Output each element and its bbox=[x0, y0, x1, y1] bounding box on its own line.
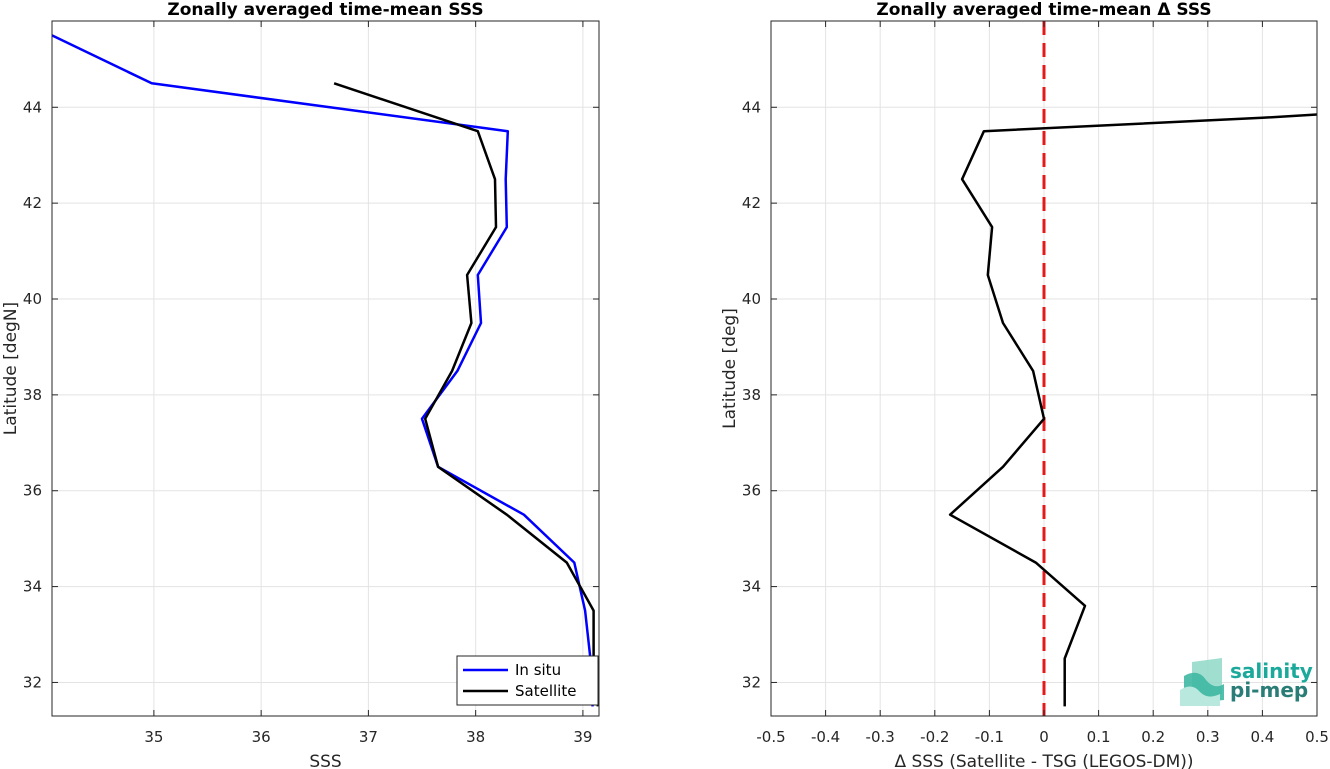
y-tick-label: 36 bbox=[23, 482, 42, 500]
axes-box bbox=[51, 20, 600, 717]
y-tick-label: 38 bbox=[742, 386, 761, 404]
series-satellite-line bbox=[333, 82, 599, 707]
y-tick-label: 38 bbox=[23, 386, 42, 404]
y-tick-label: 34 bbox=[742, 578, 761, 596]
y-tick-label: 34 bbox=[23, 578, 42, 596]
y-tick-label: 42 bbox=[23, 194, 42, 212]
x-tick-label: 38 bbox=[466, 728, 485, 746]
legend: In situ Satellite bbox=[456, 655, 599, 706]
x-tick-label: 0.1 bbox=[1087, 728, 1111, 746]
logo-text-pi-mep: pi-mep bbox=[1230, 678, 1308, 702]
x-tick-label: -0.4 bbox=[811, 728, 840, 746]
chart-title: Zonally averaged time-mean Δ SSS bbox=[876, 0, 1211, 20]
y-tick-label: 40 bbox=[742, 290, 761, 308]
panel-delta-sss: -0.5 -0.4 -0.3 -0.2 -0.1 0 0.1 0.2 0.3 0.4 0.5 32 34… bbox=[720, 0, 1329, 769]
y-tick-label: 40 bbox=[23, 290, 42, 308]
x-tick-label: 0.2 bbox=[1141, 728, 1165, 746]
legend-label-satellite: Satellite bbox=[515, 682, 576, 700]
plot-area bbox=[52, 21, 599, 716]
wave-logo-icon bbox=[1180, 658, 1224, 706]
y-tick-label: 32 bbox=[742, 673, 761, 691]
series-delta-line bbox=[948, 113, 1317, 707]
x-tick-label: 36 bbox=[252, 728, 271, 746]
x-tick-label: 35 bbox=[144, 728, 163, 746]
x-axis-label: Δ SSS (Satellite - TSG (LEGOS-DM)) bbox=[894, 752, 1193, 769]
series-in-situ-line bbox=[52, 34, 594, 707]
x-tick-label: 0 bbox=[1039, 728, 1049, 746]
x-tick-label: -0.3 bbox=[866, 728, 895, 746]
legend-label-in-situ: In situ bbox=[515, 661, 561, 679]
x-axis-label: SSS bbox=[309, 752, 341, 769]
y-tick-label: 36 bbox=[742, 482, 761, 500]
x-tick-label: -0.2 bbox=[920, 728, 949, 746]
y-axis-label: Latitude [deg] bbox=[720, 308, 740, 429]
logo-text-salinity: salinity bbox=[1230, 659, 1313, 683]
x-tick-label: -0.1 bbox=[975, 728, 1004, 746]
y-axis-label: Latitude [degN] bbox=[1, 302, 21, 435]
y-tick-label: 32 bbox=[23, 673, 42, 691]
y-tick-label: 44 bbox=[23, 98, 42, 116]
panel-sss: 35 36 37 38 39 32 34 36 38 40 42 44 Zonally averaged… bbox=[1, 0, 600, 769]
y-tick-label: 44 bbox=[742, 98, 761, 116]
salinity-pi-mep-logo: salinity pi-mep bbox=[1180, 658, 1313, 706]
x-tick-label: 37 bbox=[359, 728, 378, 746]
x-tick-label: 0.3 bbox=[1196, 728, 1220, 746]
x-tick-label: 39 bbox=[573, 728, 592, 746]
x-tick-label: 0.5 bbox=[1305, 728, 1329, 746]
x-tick-label: -0.5 bbox=[756, 728, 785, 746]
chart-title: Zonally averaged time-mean SSS bbox=[167, 0, 483, 20]
y-tick-label: 42 bbox=[742, 194, 761, 212]
legend-box bbox=[456, 655, 599, 706]
x-tick-label: 0.4 bbox=[1250, 728, 1274, 746]
